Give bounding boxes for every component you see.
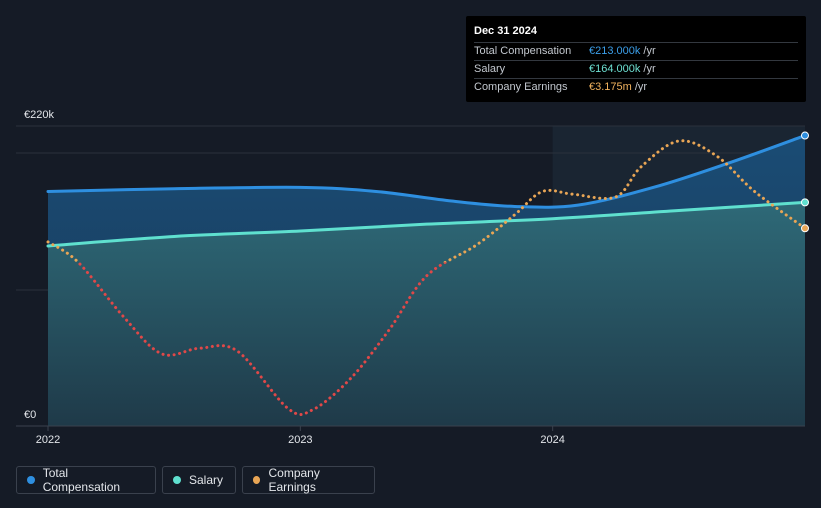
tooltip-total-unit: /yr bbox=[643, 45, 656, 57]
legend-total-compensation[interactable]: Total Compensation bbox=[16, 466, 156, 494]
y-axis-min-label: €0 bbox=[24, 409, 36, 421]
series-end-dots bbox=[801, 131, 809, 233]
salary-area bbox=[48, 202, 805, 426]
tooltip-date: Dec 31 2024 bbox=[474, 24, 798, 43]
salary-end-dot bbox=[801, 198, 809, 207]
legend-total-dot-icon bbox=[27, 476, 35, 484]
value-tooltip: Dec 31 2024 Total Compensation €213.000k… bbox=[466, 16, 806, 102]
x-tick-label: 2023 bbox=[288, 434, 312, 446]
legend-total-label: Total Compensation bbox=[42, 466, 121, 494]
legend-earnings-label: Company Earnings bbox=[268, 466, 320, 494]
series-lines bbox=[46, 134, 807, 416]
tooltip-salary-label: Salary bbox=[474, 63, 506, 75]
tooltip-salary-unit: /yr bbox=[643, 63, 656, 75]
total-end-dot bbox=[801, 131, 809, 140]
x-tick-label: 2024 bbox=[540, 434, 564, 446]
tooltip-salary-value: €164.000k bbox=[589, 63, 641, 75]
legend-earnings-dot-icon bbox=[253, 476, 261, 484]
y-axis-max-label: €220k bbox=[24, 109, 54, 121]
y-axis-labels: €220k €0 bbox=[24, 109, 54, 421]
tooltip-earnings-label: Company Earnings bbox=[474, 81, 568, 93]
tooltip-row-salary: Salary €164.000k /yr bbox=[474, 61, 798, 79]
tooltip-earnings-unit: /yr bbox=[634, 81, 648, 93]
legend-salary[interactable]: Salary bbox=[162, 466, 236, 494]
company-earnings-line-negative bbox=[76, 262, 449, 416]
tooltip-total-value: €213.000k bbox=[589, 45, 641, 57]
x-axis-ticks: 2022 2023 2024 bbox=[36, 426, 565, 446]
total-compensation-line bbox=[46, 134, 807, 209]
x-tick-label: 2022 bbox=[36, 434, 60, 446]
salary-line bbox=[46, 200, 807, 248]
legend-company-earnings[interactable]: Company Earnings bbox=[242, 466, 375, 494]
legend-salary-label: Salary bbox=[189, 473, 224, 487]
tooltip-row-earnings: Company Earnings €3.175m /yr bbox=[474, 79, 798, 96]
tooltip-row-total: Total Compensation €213.000k /yr bbox=[474, 43, 798, 61]
earnings-end-dot bbox=[801, 224, 809, 233]
chart-legend: Total Compensation Salary Company Earnin… bbox=[16, 466, 381, 494]
tooltip-total-label: Total Compensation bbox=[474, 45, 572, 57]
legend-salary-dot-icon bbox=[173, 476, 181, 484]
tooltip-earnings-value: €3.175m bbox=[589, 81, 632, 93]
